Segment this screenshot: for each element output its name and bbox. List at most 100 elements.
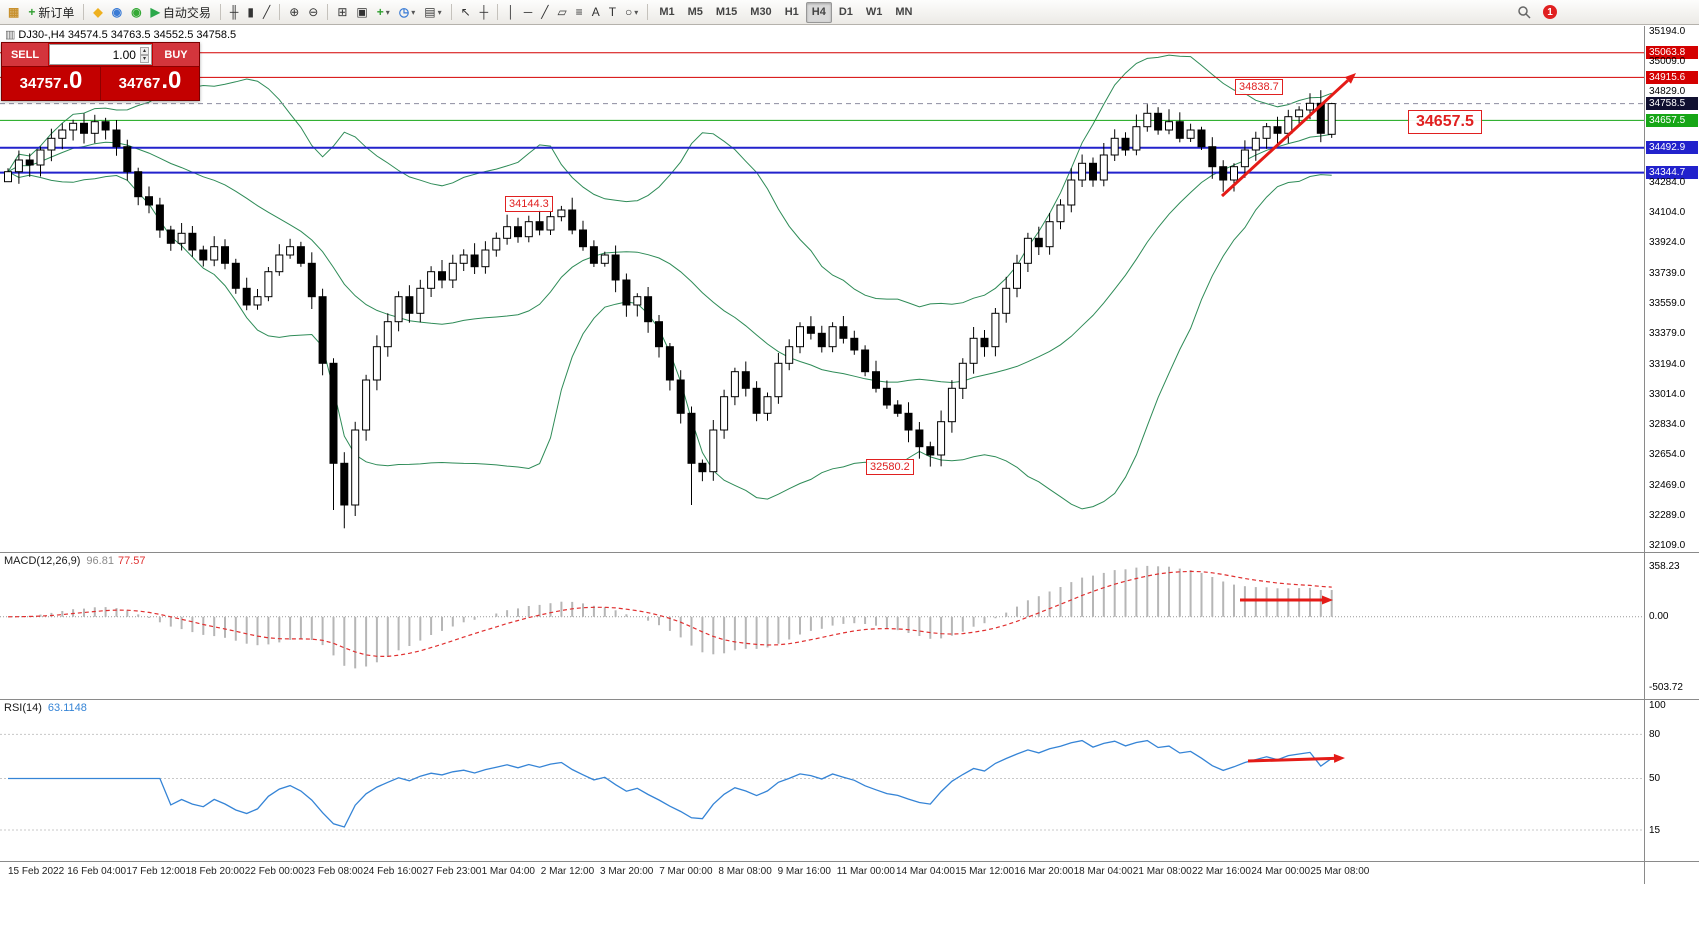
search-button[interactable]: [1513, 2, 1535, 23]
periods-button[interactable]: ◷ ▾: [395, 2, 420, 23]
price-annotation[interactable]: 34657.5: [1408, 110, 1482, 134]
templates-caret-icon: ▾: [437, 7, 442, 17]
time-axis[interactable]: 15 Feb 2022 16 Feb 04:00 17 Feb 12:00 18 Fe…: [0, 862, 1699, 884]
toolbar-separator: [450, 4, 452, 20]
axis-label: 35063.8: [1646, 46, 1698, 60]
time-label: 7 Mar 00:00: [659, 866, 713, 877]
chart-window-button[interactable]: ▦: [4, 2, 23, 23]
axis-label: 34492.9: [1646, 141, 1698, 155]
text-icon: A: [591, 5, 600, 19]
text-label-icon: T: [608, 5, 617, 19]
toolbar-separator: [279, 4, 281, 20]
cursor-button[interactable]: ↖: [457, 2, 475, 23]
favorites-button[interactable]: ◆: [89, 2, 106, 23]
time-label: 15 Feb 2022: [8, 866, 65, 877]
toolbar-separator: [219, 4, 221, 20]
community-button[interactable]: ◉: [108, 2, 126, 23]
buy-price[interactable]: 34767.0: [100, 67, 199, 100]
notifications-badge[interactable]: 1: [1543, 5, 1557, 19]
crosshair-button[interactable]: ┼: [476, 2, 493, 23]
equidistant-channel-button[interactable]: ▱: [553, 2, 570, 23]
search-icon: [1518, 6, 1531, 19]
add-indicator-button[interactable]: + ▾: [373, 2, 394, 23]
time-label: 8 Mar 08:00: [718, 866, 772, 877]
new-order-button[interactable]: + 新订单: [24, 2, 78, 23]
axis-label: 358.23: [1649, 561, 1680, 573]
line-chart-type-button[interactable]: ╱: [259, 2, 274, 23]
volume-down-icon[interactable]: ▾: [139, 54, 149, 63]
refresh-icon: ◉: [131, 5, 142, 19]
volume-stepper[interactable]: ▴ ▾: [139, 46, 149, 63]
toolbar-separator: [327, 4, 329, 20]
time-label: 23 Feb 08:00: [304, 866, 363, 877]
shapes-icon: ○: [625, 5, 633, 19]
timeframe-m30-button[interactable]: M30: [750, 6, 772, 18]
time-label: 22 Feb 00:00: [244, 866, 304, 877]
price-annotation[interactable]: 34838.7: [1235, 79, 1283, 95]
trendline-icon: ╱: [541, 5, 549, 19]
shapes-caret-icon: ▾: [634, 7, 639, 17]
text-button[interactable]: A: [588, 2, 604, 23]
main-chart-pane[interactable]: ▥ DJ30-,H4 34574.5 34763.5 34552.5 34758.…: [0, 26, 1699, 553]
time-label: 1 Mar 04:00: [481, 866, 535, 877]
indicator-window-button[interactable]: ▣: [352, 2, 371, 23]
timeframe-h1-button[interactable]: H1: [784, 6, 799, 18]
text-label-button[interactable]: T: [605, 2, 620, 23]
timeframe-mn-button[interactable]: MN: [895, 6, 913, 18]
fibonacci-button[interactable]: ≡: [572, 2, 587, 23]
refresh-button[interactable]: ◉: [127, 2, 145, 23]
timeframe-m15-button[interactable]: M15: [715, 6, 738, 18]
candle-chart-type-button[interactable]: ▮: [243, 2, 258, 23]
templates-button[interactable]: ▤ ▾: [420, 2, 445, 23]
volume-input[interactable]: 1.00 ▴ ▾: [49, 44, 152, 65]
timeframe-w1-button[interactable]: W1: [865, 6, 883, 18]
tile-windows-button[interactable]: ⊞: [333, 2, 351, 23]
price-annotation[interactable]: 34144.3: [505, 196, 553, 212]
axis-label: 34829.0: [1649, 86, 1686, 98]
shapes-button[interactable]: ○ ▾: [621, 2, 642, 23]
autotrading-icon: ▶: [150, 5, 160, 19]
buy-button[interactable]: BUY: [153, 43, 199, 66]
timeframe-m1-button[interactable]: M1: [659, 6, 675, 18]
axis-label: 34284.0: [1649, 177, 1686, 189]
timeframe-m5-button[interactable]: M5: [687, 6, 703, 18]
axis-label: 0.00: [1649, 611, 1669, 623]
timeframe-d1-button[interactable]: D1: [838, 6, 853, 18]
candle-chart-type-icon: ▮: [247, 5, 254, 19]
time-label: 11 Mar 00:00: [836, 866, 895, 877]
volume-up-icon[interactable]: ▴: [139, 46, 149, 55]
add-indicator-caret-icon: ▾: [385, 7, 390, 17]
rsi-pane[interactable]: RSI(14) 63.1148 100 80 50 15: [0, 700, 1699, 862]
time-label: 22 Mar 16:00: [1192, 866, 1251, 877]
price-axis[interactable]: 35194.0 35063.8 35009.0 34915.6 34829.0 34758…: [1644, 26, 1699, 552]
timeframe-h4-button[interactable]: H4: [805, 1, 832, 23]
zoom-in-button[interactable]: ⊕: [285, 2, 303, 23]
vertical-line-button[interactable]: │: [503, 2, 519, 23]
bar-chart-type-icon: ╫: [229, 5, 239, 19]
horizontal-line-button[interactable]: ─: [520, 2, 537, 23]
bar-chart-type-button[interactable]: ╫: [226, 2, 243, 23]
axis-label: 80: [1649, 728, 1661, 740]
new-order-icon: +: [28, 5, 36, 19]
axis-label: 34104.0: [1649, 207, 1686, 219]
symbol-info: ▥ DJ30-,H4 34574.5 34763.5 34552.5 34758.…: [5, 28, 236, 41]
time-label: 16 Feb 04:00: [67, 866, 127, 877]
sell-price[interactable]: 34757.0: [2, 67, 100, 100]
macd-name: MACD(12,26,9): [4, 555, 81, 567]
horizontal-line-icon: ─: [523, 5, 533, 19]
axis-label: 34344.7: [1646, 166, 1698, 180]
fibonacci-icon: ≡: [575, 5, 583, 19]
axis-label: 50: [1649, 773, 1661, 784]
chart-mini-icon: ▥: [5, 29, 16, 41]
add-indicator-icon: +: [376, 5, 384, 19]
sell-button[interactable]: SELL: [2, 43, 48, 66]
zoom-out-button[interactable]: ⊖: [304, 2, 322, 23]
autotrading-label: 自动交易: [162, 5, 211, 20]
price-annotation[interactable]: 32580.2: [866, 459, 914, 475]
autotrading-button[interactable]: ▶ 自动交易: [147, 2, 215, 23]
community-icon: ◉: [111, 5, 123, 19]
trendline-button[interactable]: ╱: [537, 2, 552, 23]
rsi-label: RSI(14) 63.1148: [4, 702, 87, 714]
macd-pane[interactable]: MACD(12,26,9) 96.81 77.57 358.23 0.00 -503.7…: [0, 553, 1699, 700]
chart-window-icon: ▦: [8, 5, 20, 19]
